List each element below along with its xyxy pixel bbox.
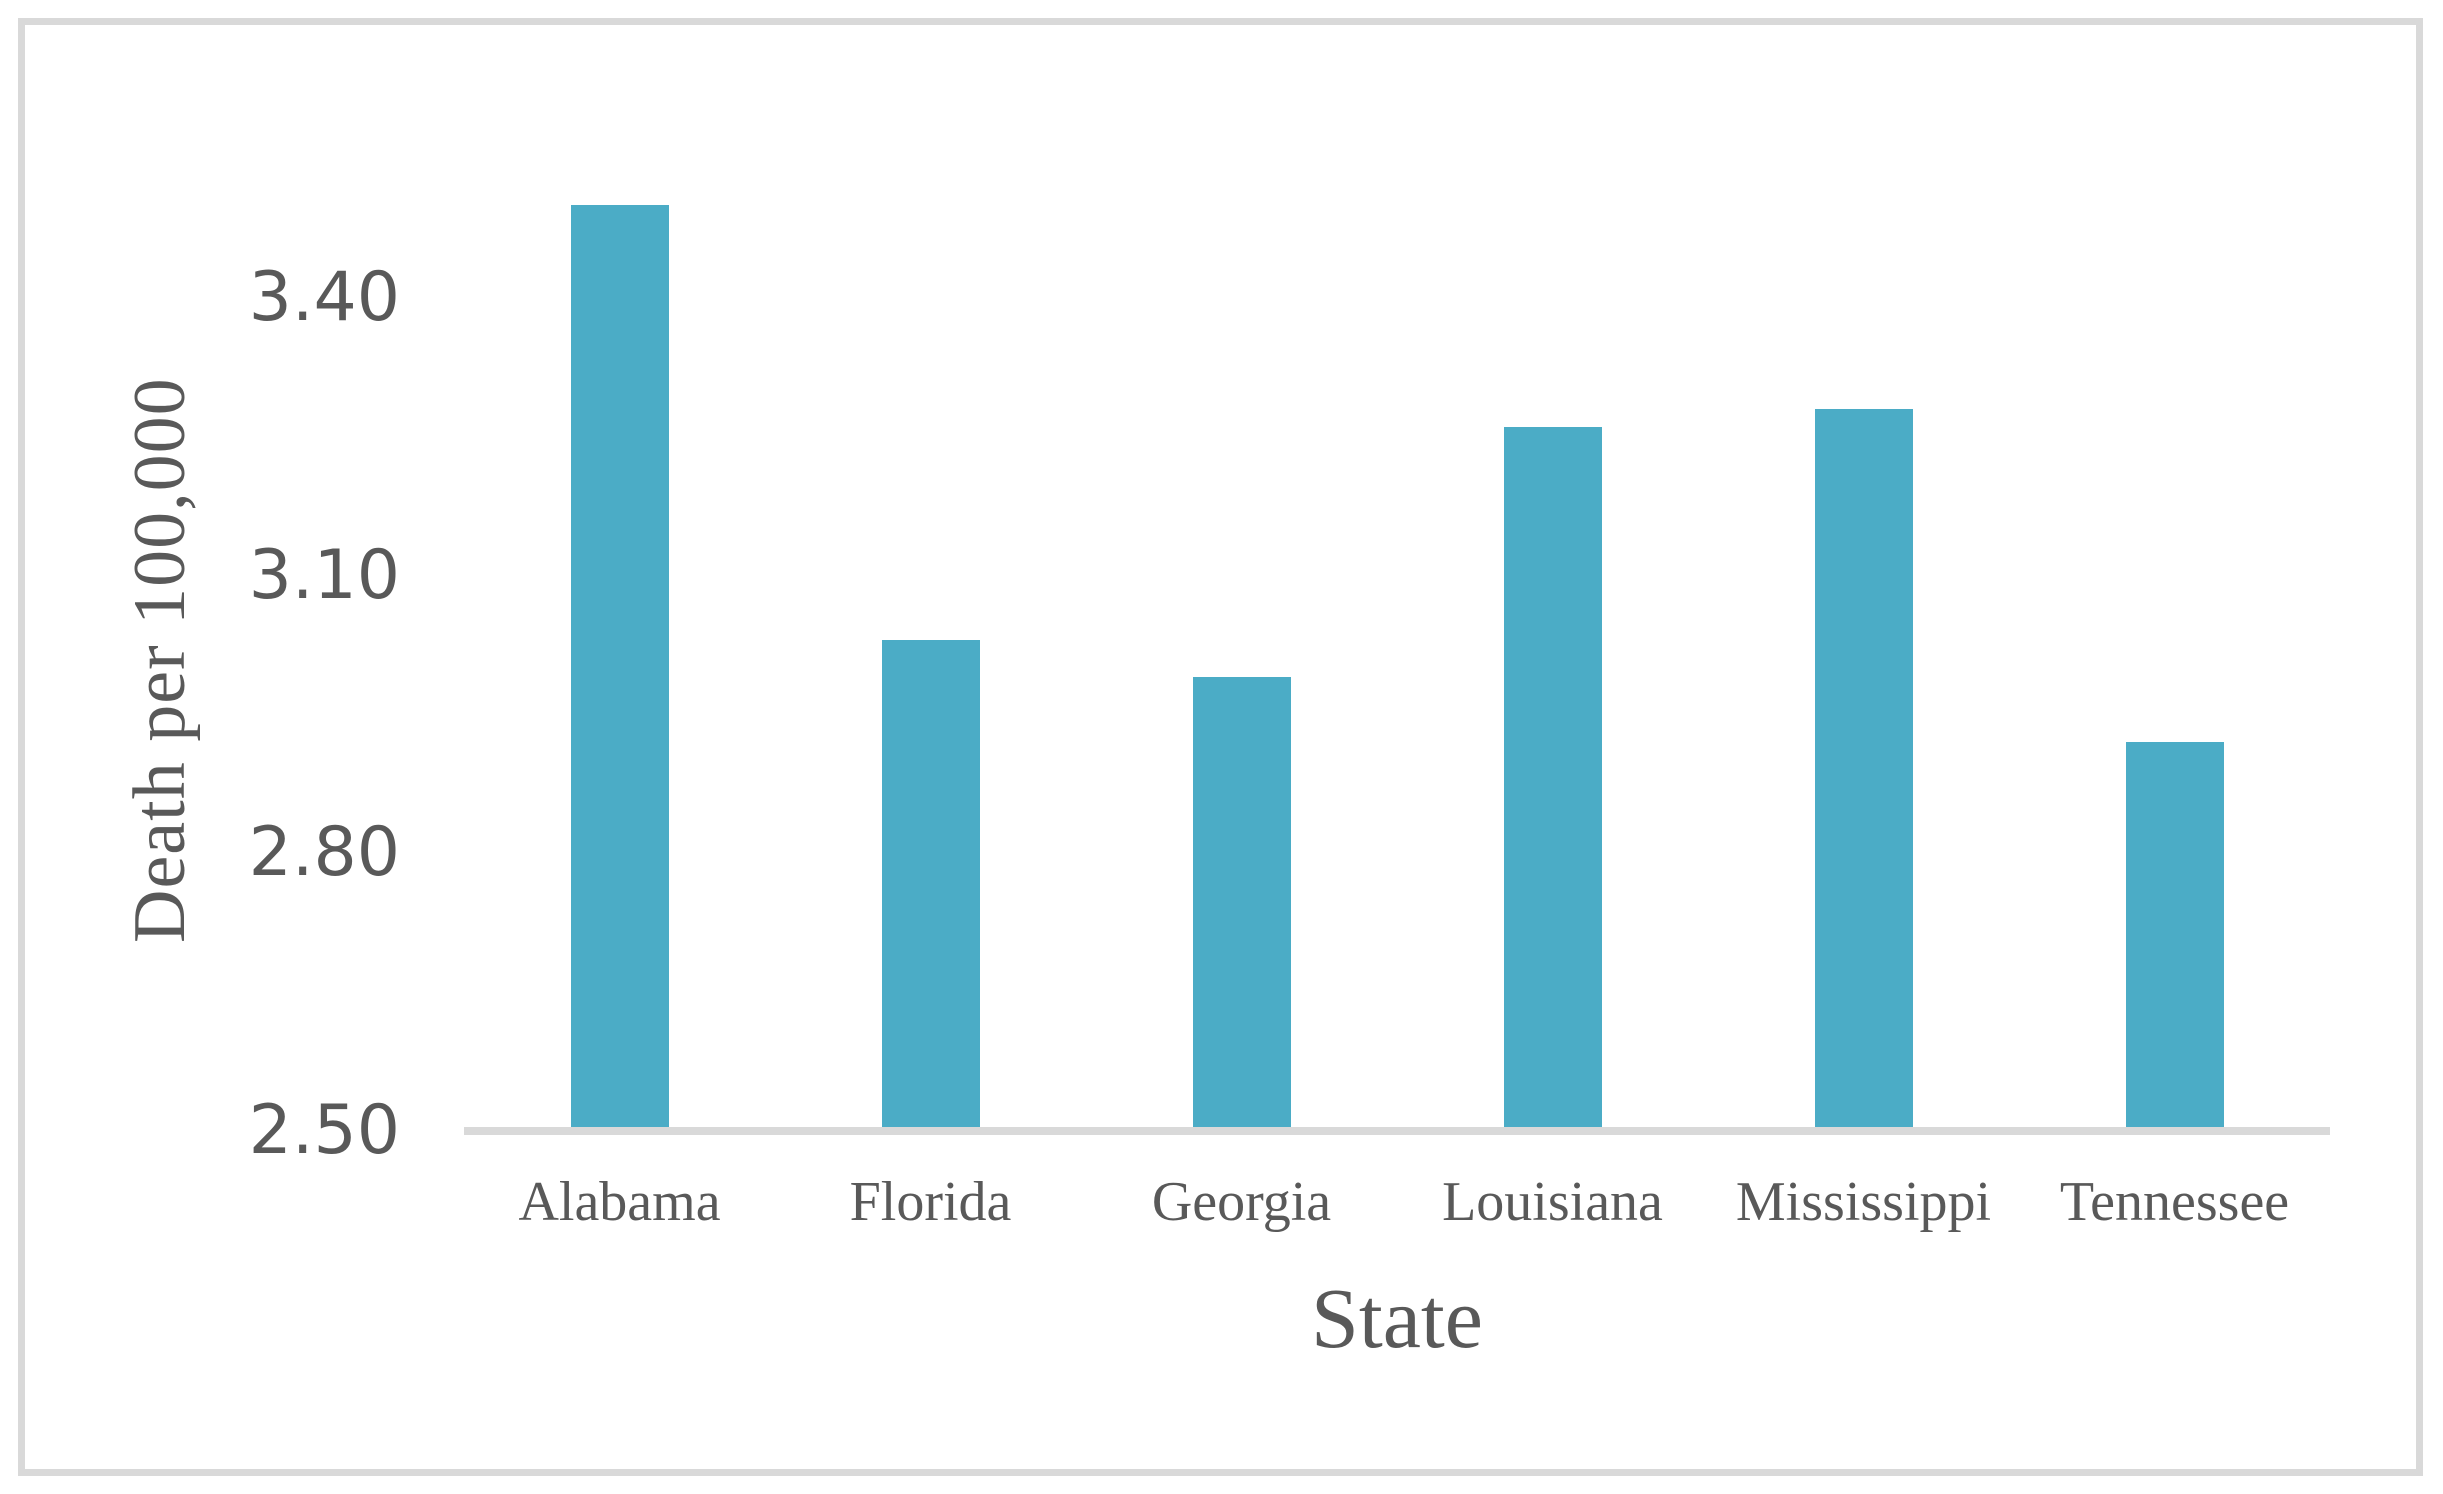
y-tick-label-3.10: 3.10 <box>248 535 400 615</box>
category-label-mississippi: Mississippi <box>1735 1171 1992 1233</box>
bar-louisiana <box>1504 427 1602 1131</box>
bar-mississippi <box>1815 409 1913 1131</box>
category-label-tennessee: Tennessee <box>2059 1171 2290 1233</box>
y-axis-title: Death per 100,000 <box>119 377 201 943</box>
y-tick-label-2.50: 2.50 <box>248 1091 400 1170</box>
x-axis-line <box>464 1127 2330 1135</box>
category-label-louisiana: Louisiana <box>1442 1171 1663 1233</box>
category-label-georgia: Georgia <box>1151 1171 1332 1233</box>
bar-alabama <box>571 205 669 1131</box>
y-tick-label-3.40: 3.40 <box>248 257 400 337</box>
bar-tennessee <box>2126 742 2224 1131</box>
category-label-florida: Florida <box>849 1171 1012 1233</box>
bar-florida <box>882 640 980 1131</box>
bar-georgia <box>1193 677 1291 1131</box>
x-axis-title: State <box>1311 1270 1483 1366</box>
category-label-alabama: Alabama <box>518 1171 721 1233</box>
y-tick-label-2.80: 2.80 <box>248 813 400 893</box>
